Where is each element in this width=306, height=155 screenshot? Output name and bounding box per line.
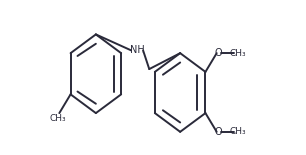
Text: CH₃: CH₃ <box>230 49 247 58</box>
Text: NH: NH <box>130 45 144 55</box>
Text: CH₃: CH₃ <box>49 114 66 123</box>
Text: O: O <box>215 127 222 137</box>
Text: O: O <box>215 48 222 58</box>
Text: CH₃: CH₃ <box>230 127 247 136</box>
